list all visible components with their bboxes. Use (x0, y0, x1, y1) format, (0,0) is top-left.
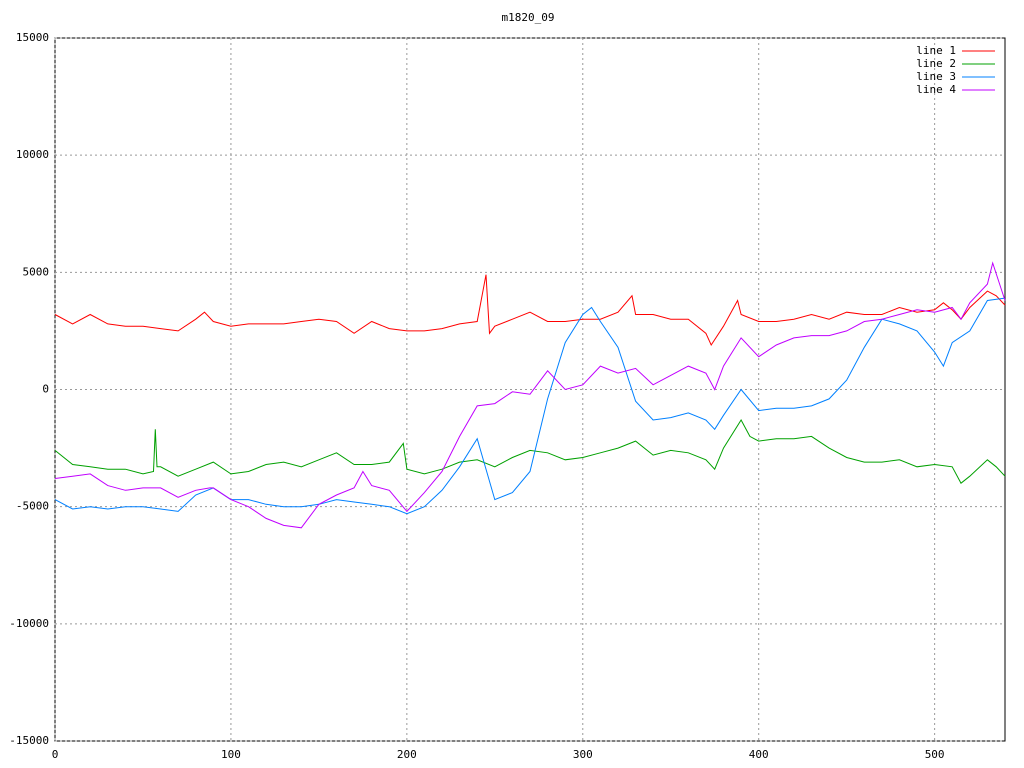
legend-label: line 1 (916, 44, 956, 57)
y-tick-label: -5000 (16, 500, 49, 513)
y-tick-label: 15000 (16, 31, 49, 44)
x-tick-label: 100 (221, 748, 241, 761)
legend-label: line 3 (916, 70, 956, 83)
data-line (54, 297, 1006, 515)
legend-label: line 2 (916, 57, 956, 70)
legend-label: line 4 (916, 83, 956, 96)
data-line (54, 274, 1006, 347)
y-tick-label: -15000 (9, 734, 49, 747)
y-tick-label: 0 (42, 383, 49, 396)
data-line (54, 419, 1006, 484)
x-tick-label: 200 (397, 748, 417, 761)
chart-title: m1820_09 (502, 11, 555, 24)
y-tick-label: 5000 (23, 265, 50, 278)
data-line (54, 261, 1006, 529)
y-tick-label: 10000 (16, 148, 49, 161)
x-tick-label: 500 (925, 748, 945, 761)
x-tick-label: 300 (573, 748, 593, 761)
x-tick-label: 0 (52, 748, 59, 761)
y-tick-label: -10000 (9, 617, 49, 630)
x-tick-label: 400 (749, 748, 769, 761)
